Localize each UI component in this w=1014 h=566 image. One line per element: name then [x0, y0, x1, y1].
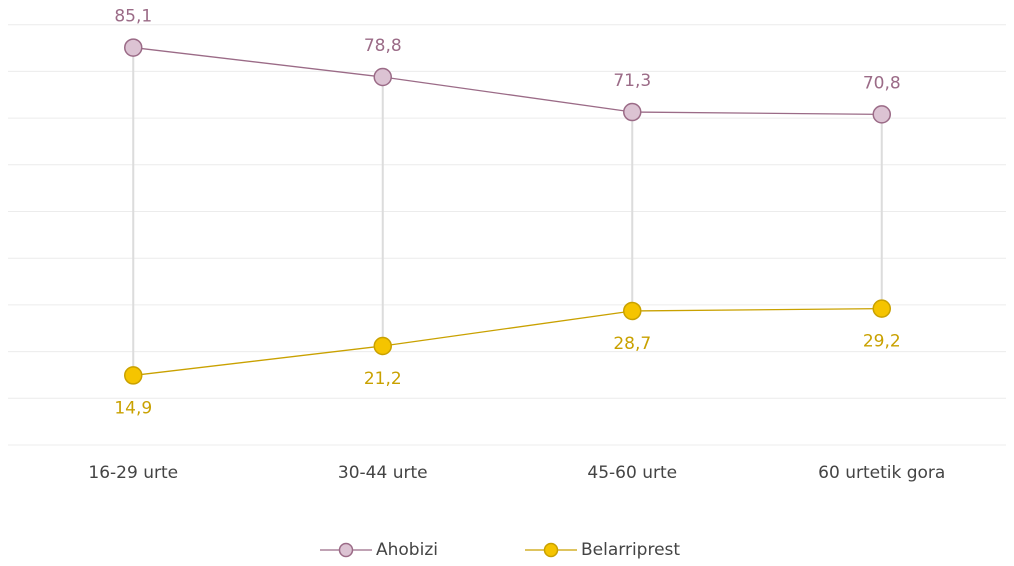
marker: [623, 102, 642, 122]
x-tick-label: 60 urtetik gora: [818, 463, 945, 483]
marker: [872, 105, 891, 124]
marker: [124, 38, 143, 57]
legend-item: Ahobizi: [320, 540, 438, 560]
legend-label: Belarriprest: [581, 540, 680, 560]
data-label: 14,9: [114, 398, 152, 418]
series-line: [133, 46, 882, 116]
marker: [623, 301, 642, 321]
x-tick-label: 30-44 urte: [338, 463, 428, 483]
data-label: 29,2: [863, 332, 901, 352]
marker: [872, 299, 891, 318]
data-label: 71,3: [613, 71, 651, 91]
data-label: 78,8: [364, 36, 402, 56]
data-label: 28,7: [613, 334, 651, 354]
data-label: 85,1: [114, 7, 152, 27]
legend-label: Ahobizi: [376, 540, 438, 560]
legend-item: Belarriprest: [525, 540, 680, 560]
series-line: [133, 307, 882, 377]
marker: [373, 336, 392, 356]
x-tick-label: 45-60 urte: [587, 463, 677, 483]
marker: [373, 67, 392, 87]
legend-marker: [543, 542, 559, 558]
data-label: 21,2: [364, 369, 402, 389]
marker: [124, 366, 143, 385]
x-tick-label: 16-29 urte: [88, 463, 178, 483]
legend-marker: [338, 542, 354, 558]
data-label: 70,8: [863, 73, 901, 93]
